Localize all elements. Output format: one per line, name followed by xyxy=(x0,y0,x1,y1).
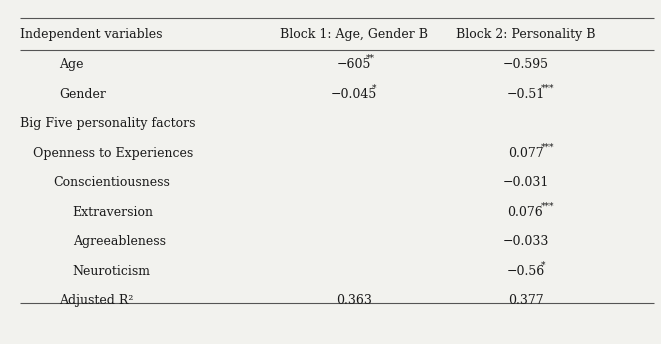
Text: 0.377: 0.377 xyxy=(508,294,543,307)
Text: Extraversion: Extraversion xyxy=(73,206,154,219)
Text: Conscientiousness: Conscientiousness xyxy=(53,176,170,189)
Text: Independent variables: Independent variables xyxy=(20,28,163,41)
Text: Age: Age xyxy=(59,58,84,71)
Text: −0.033: −0.033 xyxy=(502,235,549,248)
Text: *: * xyxy=(371,83,376,92)
Text: Gender: Gender xyxy=(59,88,106,101)
Text: −0.51: −0.51 xyxy=(506,88,545,101)
Text: ***: *** xyxy=(540,83,554,92)
Text: 0.363: 0.363 xyxy=(336,294,371,307)
Text: −0.045: −0.045 xyxy=(330,88,377,101)
Text: Adjusted R²: Adjusted R² xyxy=(59,294,134,307)
Text: −605: −605 xyxy=(336,58,371,71)
Text: Neuroticism: Neuroticism xyxy=(73,265,151,278)
Text: *: * xyxy=(540,260,545,269)
Text: −0.031: −0.031 xyxy=(502,176,549,189)
Text: Block 2: Personality B: Block 2: Personality B xyxy=(455,28,596,41)
Text: Agreeableness: Agreeableness xyxy=(73,235,166,248)
Text: Openness to Experiences: Openness to Experiences xyxy=(33,147,193,160)
Text: −0.56: −0.56 xyxy=(506,265,545,278)
Text: ***: *** xyxy=(540,142,554,151)
Text: ***: *** xyxy=(540,201,554,210)
Text: Block 1: Age, Gender B: Block 1: Age, Gender B xyxy=(280,28,428,41)
Text: 0.077: 0.077 xyxy=(508,147,543,160)
Text: **: ** xyxy=(366,54,375,63)
Text: −0.595: −0.595 xyxy=(502,58,549,71)
Text: Big Five personality factors: Big Five personality factors xyxy=(20,117,196,130)
Text: 0.076: 0.076 xyxy=(508,206,543,219)
